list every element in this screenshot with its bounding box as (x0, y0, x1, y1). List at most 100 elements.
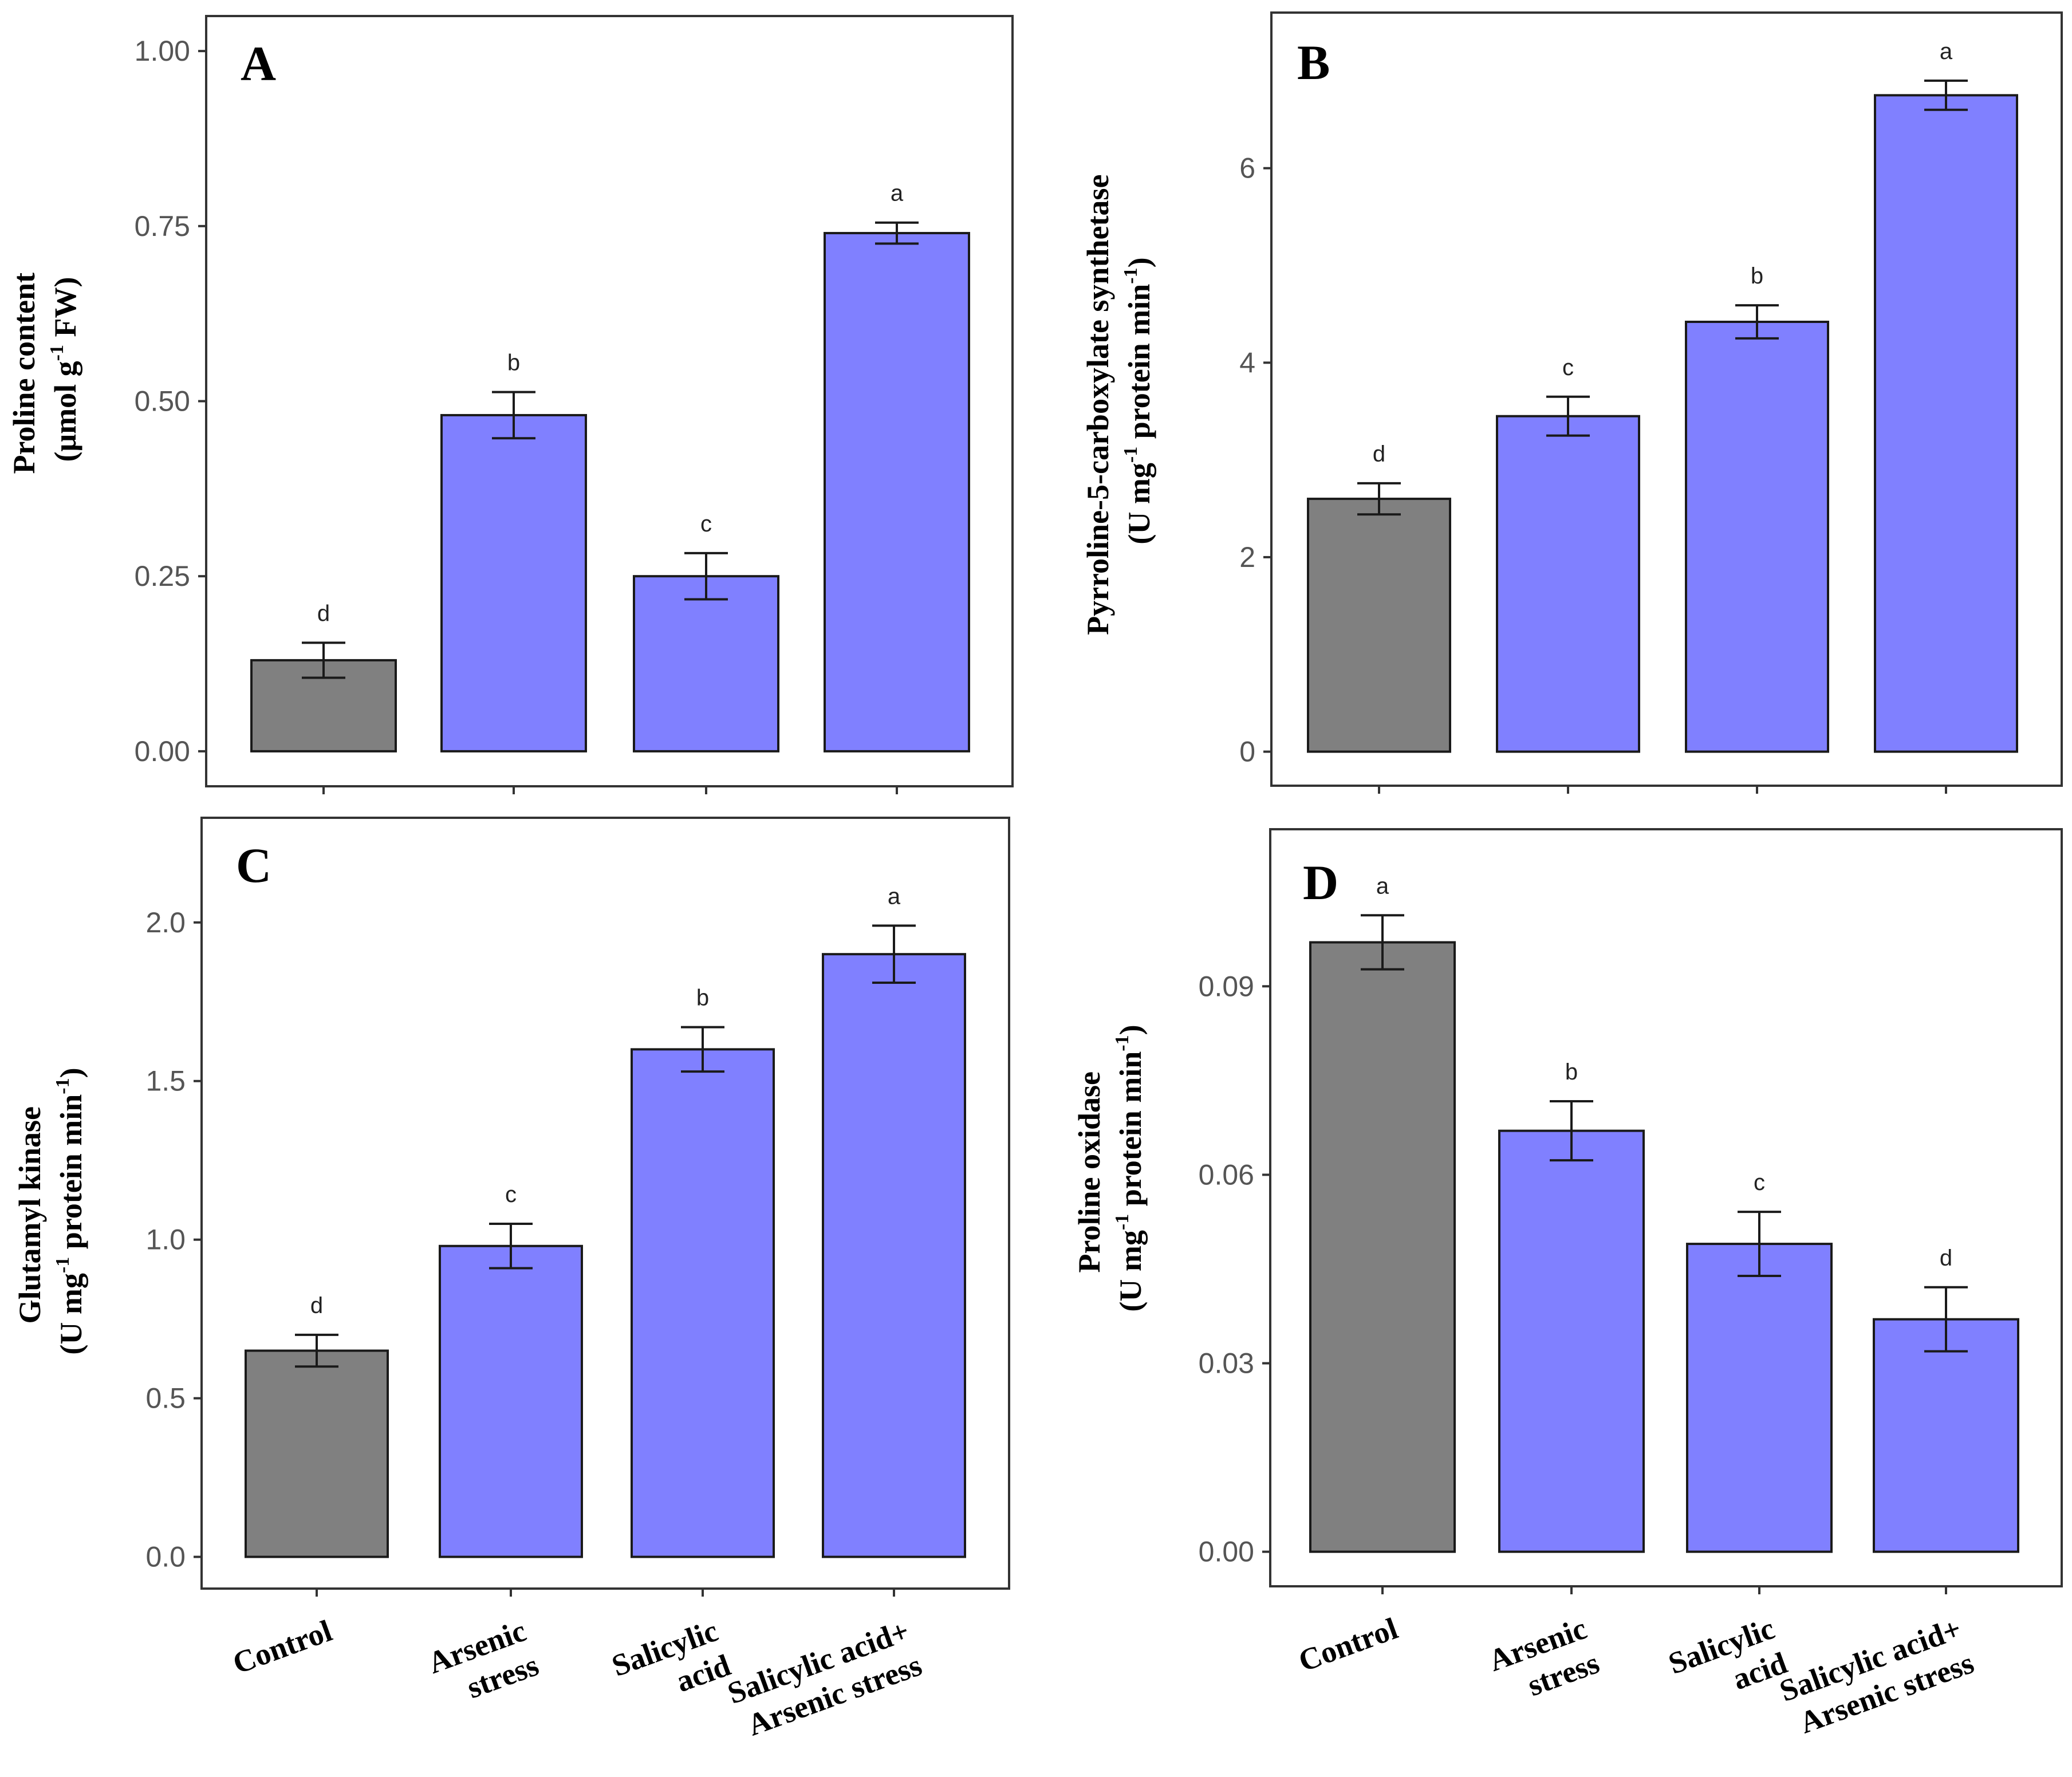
error-bar (492, 391, 535, 440)
error-bar (1735, 304, 1779, 340)
error-bar (875, 221, 919, 245)
bar (1496, 415, 1640, 753)
bar (1307, 498, 1451, 753)
y-tick-label: 1.00 (135, 35, 190, 67)
y-tick-label: 0.09 (1199, 970, 1254, 1002)
bar (1686, 1243, 1833, 1553)
significance-letter: c (1754, 1170, 1765, 1195)
error-bar (1738, 1211, 1781, 1278)
y-tick-label: 0.5 (145, 1382, 186, 1414)
x-category-label: Arsenicstress (424, 1613, 543, 1715)
bar (1309, 941, 1456, 1553)
svg-text:Arsenicstress: Arsenicstress (1484, 1611, 1604, 1712)
panel-b-letter: B (1297, 35, 1330, 90)
svg-text:Control: Control (229, 1613, 337, 1681)
panel-b: 0 2 4 6 d c b a B Pyrroline-5-carboxylate synt… (1081, 11, 2063, 794)
y-tick-label: 0 (1239, 736, 1255, 768)
error-bar (1357, 482, 1401, 516)
x-category-label: Control (229, 1613, 337, 1681)
error-bar (1924, 1286, 1968, 1353)
panel-d-y-title-line1: Proline oxidase (1072, 1071, 1106, 1273)
significance-letter: d (1940, 1246, 1952, 1271)
panel-a-y-title: Proline content (μmol g-1 FW) (7, 265, 82, 474)
panel-b-y-ticks: 0 2 4 6 (1239, 152, 1947, 794)
significance-letter: b (507, 350, 520, 376)
panel-c-bars: d c b a (245, 884, 966, 1558)
bar (1498, 1129, 1645, 1553)
bar (440, 413, 587, 752)
x-category-label: Salicylic acid+Arsenic stress (1775, 1611, 1979, 1743)
panel-d-letter: D (1303, 855, 1338, 910)
panel-c-letter: C (236, 838, 271, 893)
panel-d-y-ticks: 0.00 0.03 0.06 0.09 (1199, 970, 1947, 1594)
svg-text:Salicylicacid: Salicylicacid (607, 1613, 735, 1717)
panel-a-letter: A (241, 36, 276, 91)
panel-b-bars: d c b a (1307, 39, 2018, 753)
panel-a: 0.00 0.25 0.50 0.75 1.00 d b c a A Proline cont… (7, 15, 1014, 794)
significance-letter: c (505, 1182, 517, 1207)
significance-letter: d (1373, 442, 1385, 467)
x-category-label: Salicylicacid (607, 1613, 735, 1717)
panel-c-y-title-line1: Glutamyl kinase (13, 1106, 47, 1324)
x-category-label: Control (1294, 1611, 1403, 1679)
y-tick-label: 1.5 (145, 1065, 186, 1097)
svg-text:Control: Control (1294, 1611, 1403, 1679)
significance-letter: d (310, 1293, 323, 1318)
significance-letter: a (1376, 873, 1389, 899)
y-tick-label: 0.0 (145, 1541, 186, 1573)
bar (1874, 94, 2018, 753)
y-tick-label: 6 (1239, 152, 1255, 184)
panel-d-bars: a b c d (1309, 873, 2019, 1553)
bar (439, 1244, 583, 1558)
significance-letter: a (888, 884, 901, 909)
error-bar (1550, 1100, 1593, 1162)
bar (824, 232, 970, 752)
y-tick-label: 0.00 (135, 735, 190, 767)
panel-a-y-title-line1: Proline content (7, 273, 41, 474)
error-bar (681, 1026, 724, 1073)
bar (631, 1048, 775, 1558)
svg-text:Arsenicstress: Arsenicstress (424, 1613, 543, 1715)
x-category-label: Salicylicacid (1664, 1611, 1791, 1696)
bar (633, 575, 779, 752)
panel-c-y-title-line2: (U mg-1 protein min-1) (52, 1067, 88, 1354)
y-tick-label: 0.25 (135, 560, 190, 592)
panel-c-y-title: Glutamyl kinase (U mg-1 protein min-1) (13, 1067, 88, 1354)
bar (1873, 1318, 2019, 1553)
y-tick-label: 0.03 (1199, 1347, 1254, 1380)
panel-d: 0.00 0.03 0.06 0.09 a b c d Control Arsenicstre… (1072, 828, 2063, 1743)
y-tick-label: 0.00 (1199, 1536, 1254, 1568)
panel-b-y-title-line2: (U mg-1 protein min-1) (1120, 257, 1156, 544)
bar (1685, 321, 1829, 753)
y-tick-label: 1.0 (145, 1224, 186, 1256)
y-tick-label: 2 (1239, 541, 1255, 573)
error-bar (489, 1223, 533, 1270)
panel-a-y-ticks: 0.00 0.25 0.50 0.75 1.00 (135, 35, 898, 794)
error-bar (1546, 395, 1590, 437)
x-category-label: Arsenicstress (1484, 1611, 1604, 1712)
panel-b-y-title-line1: Pyrroline-5-carboxylate synthetase (1081, 175, 1115, 635)
y-tick-label: 0.75 (135, 210, 190, 242)
significance-letter: c (700, 511, 712, 537)
significance-letter: a (891, 181, 904, 206)
error-bar (1361, 914, 1404, 971)
panel-d-x-labels: Control Arsenicstress SalicylicacidSalicyl… (1294, 1611, 1979, 1743)
significance-letter: b (1751, 263, 1763, 289)
error-bar (295, 1333, 338, 1368)
y-tick-label: 0.50 (135, 385, 190, 417)
panel-a-bars: d b c a (250, 181, 970, 752)
error-bar (684, 551, 728, 601)
panel-c: 0.0 0.5 1.0 1.5 2.0 d c b a Control Arsenicstres… (13, 817, 1010, 1743)
panel-c-y-ticks: 0.0 0.5 1.0 1.5 2.0 (145, 907, 895, 1597)
panel-d-y-title-line2: (U mg-1 protein min-1) (1112, 1025, 1148, 1311)
significance-letter: c (1562, 355, 1574, 380)
y-tick-label: 2.0 (145, 907, 186, 939)
significance-letter: b (1565, 1059, 1578, 1085)
error-bar (872, 924, 916, 984)
svg-text:Salicylic acid+Arsenic stress: Salicylic acid+Arsenic stress (1775, 1611, 1979, 1743)
panel-d-y-title: Proline oxidase (U mg-1 protein min-1) (1072, 1025, 1148, 1311)
panel-c-x-labels: Control Arsenicstress SalicylicacidSalicyl… (229, 1613, 927, 1742)
y-tick-label: 0.06 (1199, 1159, 1254, 1191)
panel-b-y-title: Pyrroline-5-carboxylate synthetase (U mg… (1081, 167, 1156, 635)
